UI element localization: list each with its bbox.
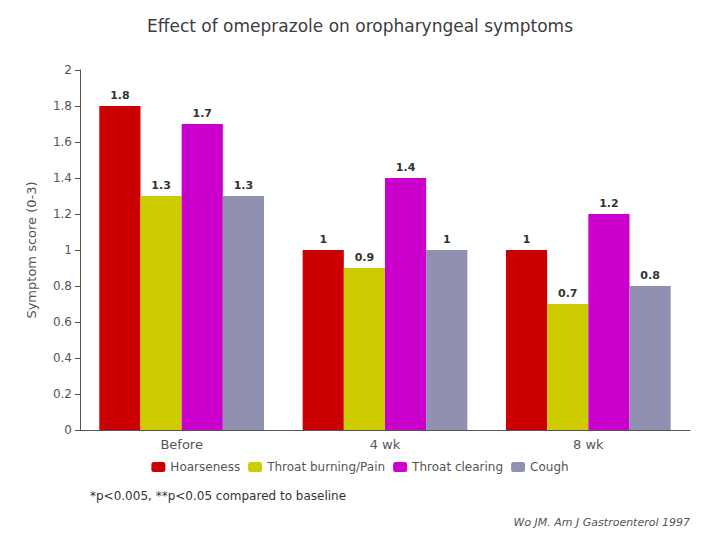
svg-text:0: 0 [64, 423, 72, 437]
svg-text:1.3: 1.3 [234, 179, 254, 192]
svg-text:0.6: 0.6 [53, 315, 72, 329]
svg-text:Throat burning/Pain: Throat burning/Pain [266, 460, 385, 474]
svg-text:1: 1 [443, 233, 451, 246]
svg-text:2: 2 [64, 63, 72, 77]
svg-text:0.8: 0.8 [640, 269, 660, 282]
svg-text:Throat clearing: Throat clearing [411, 460, 503, 474]
svg-text:1: 1 [64, 243, 72, 257]
svg-text:Cough: Cough [530, 460, 569, 474]
svg-text:Symptom score (0-3): Symptom score (0-3) [24, 181, 39, 318]
svg-text:0.9: 0.9 [355, 251, 375, 264]
svg-text:Before: Before [160, 437, 203, 452]
svg-text:1: 1 [523, 233, 531, 246]
svg-text:4 wk: 4 wk [370, 437, 401, 452]
svg-text:1.8: 1.8 [110, 89, 130, 102]
svg-text:0.7: 0.7 [558, 287, 578, 300]
svg-text:Wo JM. Am J Gastroenterol 1997: Wo JM. Am J Gastroenterol 1997 [514, 516, 691, 529]
svg-text:1.2: 1.2 [53, 207, 72, 221]
svg-text:1: 1 [319, 233, 327, 246]
svg-text:1.4: 1.4 [396, 161, 416, 174]
svg-text:1.7: 1.7 [193, 107, 213, 120]
svg-text:*p<0.005, **p<0.05 compared to: *p<0.005, **p<0.05 compared to baseline [90, 489, 346, 503]
svg-text:8 wk: 8 wk [573, 437, 604, 452]
svg-text:1.3: 1.3 [151, 179, 171, 192]
svg-text:1.2: 1.2 [599, 197, 619, 210]
svg-text:1.8: 1.8 [53, 99, 72, 113]
svg-text:0.4: 0.4 [53, 351, 72, 365]
svg-text:1.4: 1.4 [53, 171, 72, 185]
svg-text:Effect of omeprazole on oropha: Effect of omeprazole on oropharyngeal sy… [147, 16, 573, 36]
svg-text:0.8: 0.8 [53, 279, 72, 293]
svg-text:0.2: 0.2 [53, 387, 72, 401]
svg-text:Hoarseness: Hoarseness [170, 460, 240, 474]
svg-text:1.6: 1.6 [53, 135, 72, 149]
